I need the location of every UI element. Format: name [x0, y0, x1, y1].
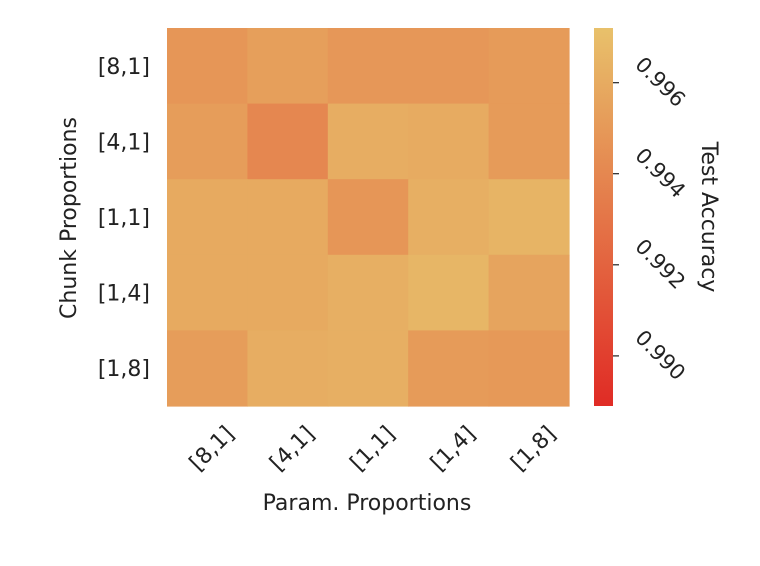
- heatmap-cell: [167, 254, 248, 331]
- heatmap-cell: [167, 330, 248, 407]
- heatmap-cell: [408, 179, 490, 256]
- x-tick-labels: [8,1] [4,1] [1,1] [1,4] [1,8]: [185, 422, 561, 477]
- x-tick-label: [8,1]: [185, 422, 240, 477]
- heatmap-cell: [488, 330, 570, 407]
- heatmap-cell: [247, 254, 329, 331]
- heatmap-cell: [488, 179, 570, 256]
- x-tick-label: [1,4]: [426, 422, 481, 477]
- heatmap-cell: [327, 179, 409, 256]
- heatmap-cell: [488, 254, 570, 331]
- heatmap-cell: [408, 254, 490, 331]
- y-tick-labels: [8,1] [4,1] [1,1] [1,4] [1,8]: [98, 55, 150, 382]
- x-tick-label: [4,1]: [265, 422, 320, 477]
- heatmap-cell: [408, 103, 490, 180]
- heatmap-cell: [247, 179, 329, 256]
- colorbar-label: Test Accuracy: [696, 141, 721, 293]
- heatmap-cell: [327, 330, 409, 407]
- heatmap-cell: [488, 103, 570, 180]
- x-axis-label: Param. Proportions: [263, 491, 472, 516]
- heatmap-cell: [327, 28, 409, 105]
- heatmap-cell: [247, 330, 329, 407]
- heatmap-cell: [247, 103, 329, 180]
- y-tick-label: [1,8]: [98, 357, 150, 382]
- y-tick-label: [1,4]: [98, 282, 150, 307]
- colorbar: 0.990 0.992 0.994 0.996 Test Accuracy: [594, 28, 721, 406]
- heatmap-cell: [247, 28, 329, 105]
- heatmap-cell: [167, 179, 248, 256]
- x-tick-label: [1,1]: [346, 422, 401, 477]
- y-tick-label: [1,1]: [98, 206, 150, 231]
- heatmap-cell: [408, 330, 490, 407]
- colorbar-tick-label: 0.990: [630, 325, 689, 384]
- colorbar-tick-label: 0.992: [630, 234, 689, 293]
- y-tick-label: [4,1]: [98, 130, 150, 155]
- colorbar-ticks: 0.990 0.992 0.994 0.996: [613, 52, 690, 385]
- colorbar-tick-label: 0.996: [630, 52, 689, 111]
- heatmap-cell: [488, 28, 570, 105]
- colorbar-tick-label: 0.994: [630, 143, 689, 202]
- x-tick-label: [1,8]: [506, 422, 561, 477]
- heatmap-cell: [408, 28, 490, 105]
- heatmap-cell: [327, 254, 409, 331]
- heatmap-cell: [327, 103, 409, 180]
- y-axis-label: Chunk Proportions: [57, 117, 82, 319]
- y-tick-label: [8,1]: [98, 55, 150, 80]
- heatmap-cell: [167, 103, 248, 180]
- heatmap-cells: [167, 28, 570, 407]
- colorbar-gradient: [594, 28, 613, 406]
- heatmap-cell: [167, 28, 248, 105]
